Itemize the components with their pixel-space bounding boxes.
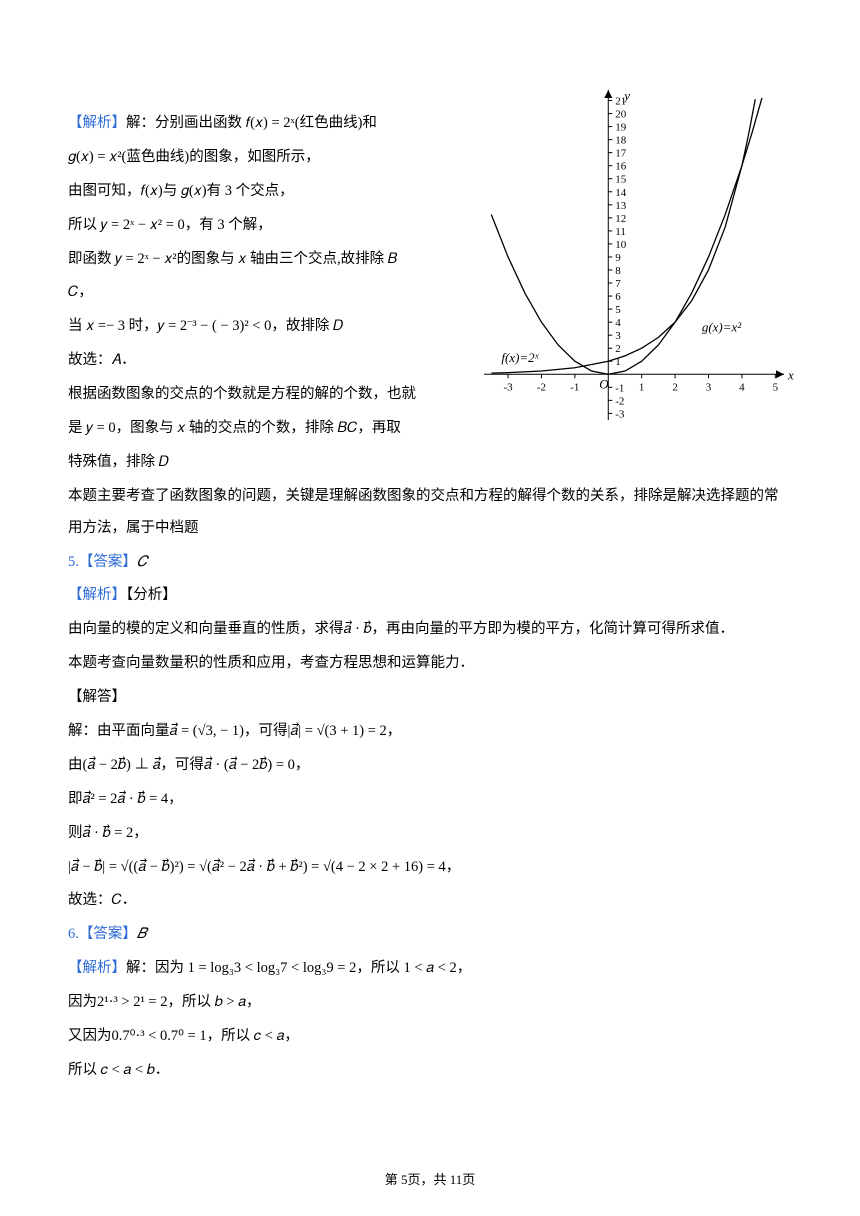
page-content: -3-2-11234512345678910111213141516171819… bbox=[68, 108, 792, 1087]
q4-block: 【解析】解：分别画出函数 𝑓(𝑥) = 2ˣ(红色曲线)和 𝑔(𝑥) = 𝑥²(… bbox=[68, 108, 438, 479]
parse-label: 【解析】 bbox=[68, 115, 126, 131]
q4-l5b: 𝐶， bbox=[68, 277, 438, 309]
q4-l8c: 特殊值，排除 𝐷 bbox=[68, 447, 438, 479]
q5-s2: 由(𝑎⃗ − 2𝑏⃗) ⊥ 𝑎⃗，可得𝑎⃗ · (𝑎⃗ − 2𝑏⃗) = 0， bbox=[68, 750, 792, 782]
svg-text:13: 13 bbox=[615, 200, 627, 212]
q5-parse-label: 【解析】 bbox=[68, 587, 126, 603]
svg-text:y: y bbox=[622, 88, 630, 103]
q5-l1: 由向量的模的定义和向量垂直的性质，求得𝑎⃗ · 𝑏⃗，再由向量的平方即为模的平方… bbox=[68, 614, 792, 646]
svg-text:12: 12 bbox=[615, 213, 626, 225]
svg-text:7: 7 bbox=[615, 278, 621, 290]
svg-text:5: 5 bbox=[615, 304, 621, 316]
svg-text:f(x)=2ˣ: f(x)=2ˣ bbox=[501, 350, 538, 365]
chart-svg: -3-2-11234512345678910111213141516171819… bbox=[448, 78, 800, 460]
q5-parse: 【解析】【分析】 bbox=[68, 580, 792, 612]
q4-l2: 𝑔(𝑥) = 𝑥²(蓝色曲线)的图象，如图所示， bbox=[68, 142, 438, 174]
q6-l3: 又因为0.7⁰·³ < 0.7⁰ = 1，所以 𝑐 < 𝑎， bbox=[68, 1021, 792, 1053]
svg-text:-1: -1 bbox=[570, 381, 579, 393]
q6-parse-label: 【解析】 bbox=[68, 960, 126, 976]
q6-l2: 因为2¹·³ > 2¹ = 2，所以 𝑏 > 𝑎， bbox=[68, 987, 792, 1019]
q6-ans-val: 𝐵 bbox=[137, 926, 147, 942]
q6-answer: 6.【答案】𝐵 bbox=[68, 919, 792, 951]
q5-s6: 故选：𝐶． bbox=[68, 885, 792, 917]
q6-ans-label: 6.【答案】 bbox=[68, 926, 137, 942]
q4-l7: 故选：𝐴． bbox=[68, 345, 438, 377]
svg-text:11: 11 bbox=[615, 226, 626, 238]
svg-text:3: 3 bbox=[615, 330, 621, 342]
q4-l5a: 即函数 𝑦 = 2ˣ − 𝑥²的图象与 𝑥 轴由三个交点,故排除 𝐵 bbox=[68, 244, 438, 276]
q4-parse-heading: 【解析】解：分别画出函数 𝑓(𝑥) = 2ˣ(红色曲线)和 bbox=[68, 108, 438, 140]
q5-ans-label: 5.【答案】 bbox=[68, 554, 137, 570]
q5-answer: 5.【答案】𝐶 bbox=[68, 547, 792, 579]
q5-s1: 解：由平面向量𝑎⃗ = (√3, − 1)，可得|𝑎⃗| = √(3 + 1) … bbox=[68, 716, 792, 748]
svg-text:g(x)=x²: g(x)=x² bbox=[702, 319, 742, 334]
q5-s4: 则𝑎⃗ · 𝑏⃗ = 2， bbox=[68, 818, 792, 850]
q5-s5: |𝑎⃗ − 𝑏⃗| = √((𝑎⃗ − 𝑏⃗)²) = √(𝑎⃗² − 2𝑎⃗ … bbox=[68, 852, 792, 884]
svg-text:-1: -1 bbox=[615, 382, 624, 394]
svg-text:4: 4 bbox=[615, 317, 621, 329]
q6-parse: 【解析】解：因为 1 = log₃3 < log₃7 < log₃9 = 2，所… bbox=[68, 953, 792, 985]
svg-text:9: 9 bbox=[615, 252, 621, 264]
q5-ans-val: 𝐶 bbox=[137, 554, 147, 570]
q4-l8a: 根据函数图象的交点的个数就是方程的解的个数，也就 bbox=[68, 379, 438, 411]
function-graph: -3-2-11234512345678910111213141516171819… bbox=[448, 78, 800, 460]
page-footer: 第 5页，共 11页 bbox=[0, 1169, 860, 1188]
q5-solve: 【解答】 bbox=[68, 682, 792, 714]
svg-text:-3: -3 bbox=[615, 408, 625, 420]
svg-text:-3: -3 bbox=[503, 381, 513, 393]
svg-text:2: 2 bbox=[615, 343, 621, 355]
svg-text:-2: -2 bbox=[537, 381, 546, 393]
svg-text:10: 10 bbox=[615, 239, 627, 251]
svg-text:14: 14 bbox=[615, 187, 627, 199]
q5-s3: 即𝑎⃗² = 2𝑎⃗ · 𝑏⃗ = 4， bbox=[68, 784, 792, 816]
q4-l4: 所以 𝑦 = 2ˣ − 𝑥² = 0，有 3 个解， bbox=[68, 210, 438, 242]
svg-text:4: 4 bbox=[739, 381, 745, 393]
svg-text:2: 2 bbox=[672, 381, 678, 393]
svg-text:O: O bbox=[599, 376, 609, 391]
svg-text:5: 5 bbox=[773, 381, 779, 393]
q4-l3: 由图可知，𝑓(𝑥)与 𝑔(𝑥)有 3 个交点， bbox=[68, 176, 438, 208]
q5-l2: 本题考查向量数量积的性质和应用，考查方程思想和运算能力． bbox=[68, 648, 792, 680]
svg-text:18: 18 bbox=[615, 135, 627, 147]
svg-text:x: x bbox=[787, 367, 794, 382]
q4-l9: 本题主要考查了函数图象的问题，关键是理解函数图象的交点和方程的解得个数的关系，排… bbox=[68, 481, 792, 545]
svg-text:20: 20 bbox=[615, 109, 627, 121]
svg-text:3: 3 bbox=[706, 381, 712, 393]
q6-l4: 所以 𝑐 < 𝑎 < 𝑏． bbox=[68, 1055, 792, 1087]
svg-text:19: 19 bbox=[615, 122, 627, 134]
svg-text:15: 15 bbox=[615, 174, 627, 186]
svg-text:1: 1 bbox=[639, 381, 645, 393]
svg-text:17: 17 bbox=[615, 148, 627, 160]
svg-text:6: 6 bbox=[615, 291, 621, 303]
q4-l6: 当 𝑥 =− 3 时，𝑦 = 2⁻³ − ( − 3)² < 0，故排除 𝐷 bbox=[68, 311, 438, 343]
svg-text:8: 8 bbox=[615, 265, 621, 277]
svg-text:16: 16 bbox=[615, 161, 627, 173]
q4-l8b: 是 𝑦 = 0，图象与 𝑥 轴的交点的个数，排除 𝐵𝐶，再取 bbox=[68, 413, 438, 445]
svg-text:-2: -2 bbox=[615, 395, 624, 407]
